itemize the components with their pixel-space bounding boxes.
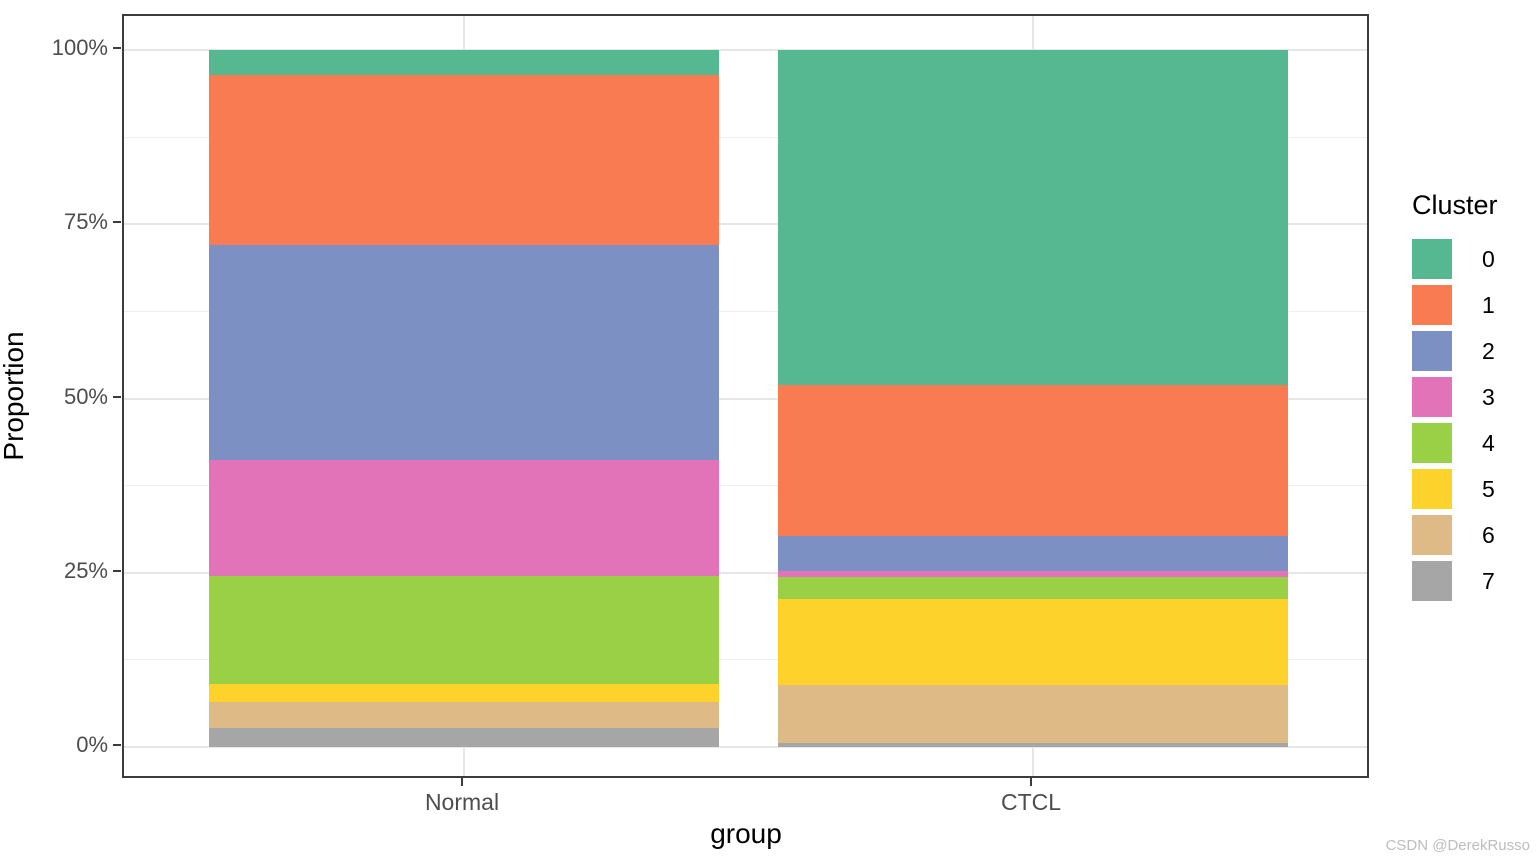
gridline-major-y xyxy=(124,397,1367,400)
x-tick xyxy=(1030,778,1032,786)
legend-item-5: 5 xyxy=(1412,469,1498,509)
gridline-minor-y xyxy=(124,485,1367,487)
bar-segment-cluster-4 xyxy=(209,575,719,685)
x-tick-label-normal: Normal xyxy=(424,789,500,815)
bar-segment-cluster-1 xyxy=(778,385,1288,536)
bar-segment-cluster-0 xyxy=(778,50,1288,386)
gridline-major-y xyxy=(124,571,1367,574)
y-tick-label: 50% xyxy=(63,383,108,409)
bar-normal xyxy=(209,50,719,747)
legend-swatch-4 xyxy=(1412,423,1452,463)
y-axis-title: Proportion xyxy=(0,331,29,461)
x-axis-title: group xyxy=(710,818,782,849)
legend: Cluster 0 1 2 3 4 5 6 7 xyxy=(1412,190,1498,607)
y-tick-label: 75% xyxy=(63,209,108,235)
x-tick xyxy=(461,778,463,786)
bar-ctcl xyxy=(778,50,1288,747)
gridline-minor-y xyxy=(124,136,1367,138)
legend-label-3: 3 xyxy=(1482,383,1495,410)
legend-item-3: 3 xyxy=(1412,377,1498,417)
x-tick-label-ctcl: CTCL xyxy=(1000,789,1062,815)
legend-swatch-7 xyxy=(1412,561,1452,601)
bar-segment-cluster-3 xyxy=(778,570,1288,577)
y-tick xyxy=(113,569,121,572)
bar-segment-cluster-3 xyxy=(209,459,719,576)
bar-segment-cluster-6 xyxy=(209,702,719,729)
legend-label-0: 0 xyxy=(1482,245,1495,272)
gridline-major-y xyxy=(124,49,1367,51)
y-tick xyxy=(113,395,121,398)
y-tick xyxy=(113,744,121,746)
bar-segment-cluster-7 xyxy=(778,742,1288,747)
bar-segment-cluster-7 xyxy=(209,728,719,747)
bar-segment-cluster-6 xyxy=(778,684,1288,743)
legend-title: Cluster xyxy=(1412,190,1498,220)
legend-items: 0 1 2 3 4 5 6 7 xyxy=(1412,239,1498,601)
gridline-major-y xyxy=(124,223,1367,226)
legend-label-5: 5 xyxy=(1482,475,1495,502)
legend-item-0: 0 xyxy=(1412,239,1498,279)
bar-segment-cluster-0 xyxy=(209,50,719,76)
legend-label-7: 7 xyxy=(1482,567,1495,594)
bar-segment-cluster-2 xyxy=(778,535,1288,571)
legend-swatch-2 xyxy=(1412,331,1452,371)
legend-swatch-5 xyxy=(1412,469,1452,509)
gridline-major-y xyxy=(124,746,1367,748)
bar-segment-cluster-1 xyxy=(209,75,719,246)
y-tick-label: 25% xyxy=(63,557,108,583)
y-tick-label: 0% xyxy=(76,732,108,757)
plot-panel xyxy=(122,14,1369,778)
legend-swatch-0 xyxy=(1412,239,1452,279)
legend-item-1: 1 xyxy=(1412,285,1498,325)
legend-swatch-6 xyxy=(1412,515,1452,555)
y-tick xyxy=(113,47,121,49)
y-tick xyxy=(113,221,121,224)
legend-item-2: 2 xyxy=(1412,331,1498,371)
legend-label-1: 1 xyxy=(1482,291,1495,318)
bar-segment-cluster-5 xyxy=(778,598,1288,685)
gridline-minor-y xyxy=(124,310,1367,312)
legend-label-6: 6 xyxy=(1482,521,1495,548)
watermark: CSDN @DerekRusso xyxy=(1385,837,1530,854)
legend-label-4: 4 xyxy=(1482,429,1495,456)
legend-swatch-1 xyxy=(1412,285,1452,325)
gridline-minor-y xyxy=(124,659,1367,661)
bar-segment-cluster-4 xyxy=(778,576,1288,599)
legend-item-4: 4 xyxy=(1412,423,1498,463)
bar-segment-cluster-2 xyxy=(209,245,719,460)
legend-item-7: 7 xyxy=(1412,561,1498,601)
legend-label-2: 2 xyxy=(1482,337,1495,364)
legend-swatch-3 xyxy=(1412,377,1452,417)
y-tick-label: 100% xyxy=(51,35,108,60)
legend-item-6: 6 xyxy=(1412,515,1498,555)
bar-segment-cluster-5 xyxy=(209,684,719,703)
